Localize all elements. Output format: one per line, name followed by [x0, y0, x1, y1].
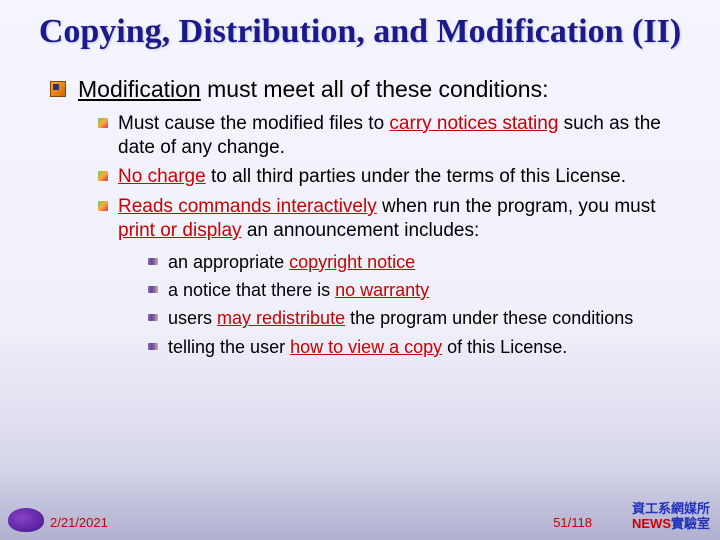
- footer-lab: 資工系網媒所 NEWS實驗室: [632, 502, 710, 532]
- bullet-level3: users may redistribute the program under…: [148, 307, 690, 330]
- l1-underline: Modification: [78, 76, 201, 102]
- l3-group: an appropriate copyright notice a notice…: [50, 251, 690, 360]
- l1-rest: must meet all of these conditions:: [201, 76, 549, 102]
- l1-text: Modification must meet all of these cond…: [78, 75, 548, 104]
- slide: Copying, Distribution, and Modification …: [0, 0, 720, 540]
- l3-text-4: telling the user how to view a copy of t…: [168, 336, 567, 359]
- bullet-level3: an appropriate copyright notice: [148, 251, 690, 274]
- footer: 2/21/2021 51/118 資工系網媒所 NEWS實驗室: [0, 504, 720, 534]
- dash-bullet-icon: [148, 314, 158, 321]
- square-bullet-icon: [50, 81, 64, 95]
- l3-text-2: a notice that there is no warranty: [168, 279, 429, 302]
- lab-line2: NEWS實驗室: [632, 517, 710, 532]
- diamond-bullet-icon: [98, 171, 108, 181]
- bullet-level3: telling the user how to view a copy of t…: [148, 336, 690, 359]
- dash-bullet-icon: [148, 258, 158, 265]
- footer-page: 51/118: [553, 515, 592, 530]
- l2-text-3: Reads commands interactively when run th…: [118, 195, 690, 243]
- l2-text-2: No charge to all third parties under the…: [118, 165, 626, 189]
- footer-date: 2/21/2021: [50, 515, 108, 530]
- diamond-bullet-icon: [98, 201, 108, 211]
- bullet-level3: a notice that there is no warranty: [148, 279, 690, 302]
- dash-bullet-icon: [148, 343, 158, 350]
- bullet-level1: Modification must meet all of these cond…: [50, 75, 690, 104]
- diamond-bullet-icon: [98, 118, 108, 128]
- content-area: Modification must meet all of these cond…: [30, 75, 690, 359]
- bullet-level2: No charge to all third parties under the…: [98, 165, 690, 189]
- bullet-level2: Must cause the modified files to carry n…: [98, 112, 690, 160]
- logo-icon: [8, 508, 44, 532]
- lab-line1: 資工系網媒所: [632, 502, 710, 517]
- dash-bullet-icon: [148, 286, 158, 293]
- bullet-level2: Reads commands interactively when run th…: [98, 195, 690, 243]
- l2-group: Must cause the modified files to carry n…: [50, 112, 690, 243]
- l3-text-1: an appropriate copyright notice: [168, 251, 415, 274]
- slide-title: Copying, Distribution, and Modification …: [30, 12, 690, 51]
- l3-text-3: users may redistribute the program under…: [168, 307, 633, 330]
- l2-text-1: Must cause the modified files to carry n…: [118, 112, 690, 160]
